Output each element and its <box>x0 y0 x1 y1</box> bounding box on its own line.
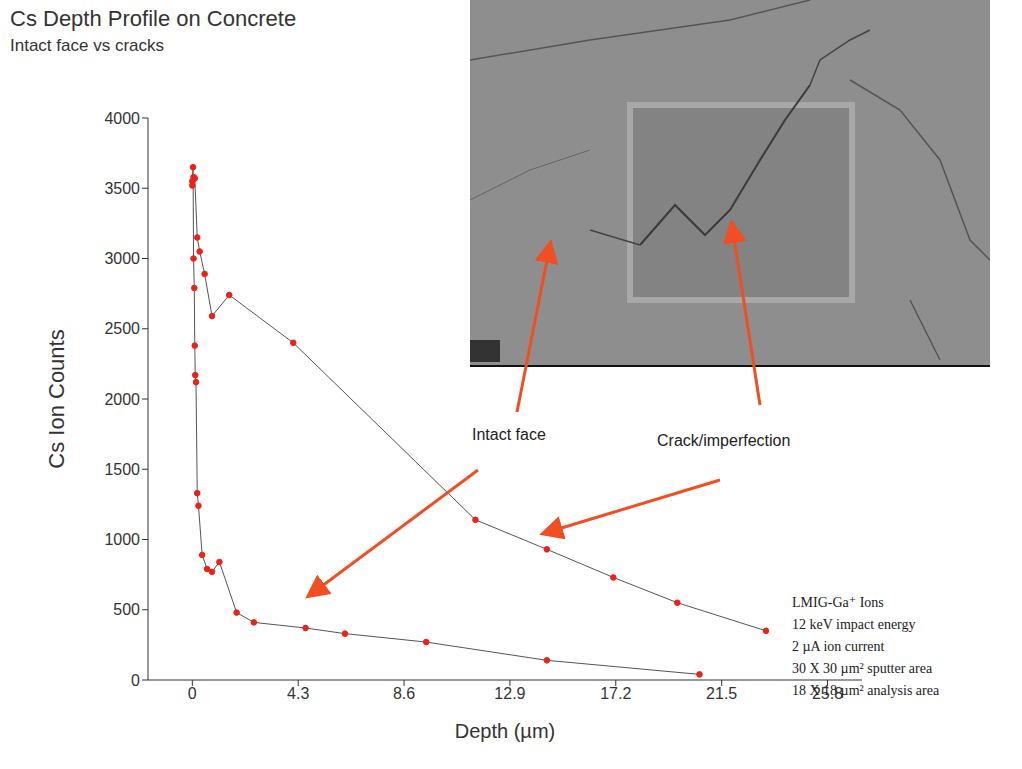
svg-text:17.2: 17.2 <box>600 685 631 702</box>
html-text:2 µA ion current: 2 µA ion current <box>792 639 885 654</box>
svg-text:21.5: 21.5 <box>706 685 737 702</box>
svg-text:0: 0 <box>131 672 140 689</box>
svg-text:2500: 2500 <box>104 320 140 337</box>
svg-text:3500: 3500 <box>104 180 140 197</box>
svg-text:Cs Ion Counts: Cs Ion Counts <box>44 329 69 468</box>
html-text:Crack/imperfection: Crack/imperfection <box>657 432 791 449</box>
svg-text:4000: 4000 <box>104 110 140 127</box>
html-text:12 keV impact energy: 12 keV impact energy <box>792 617 916 632</box>
svg-text:3000: 3000 <box>104 250 140 267</box>
html-text:30 X 30 µm² sputter area: 30 X 30 µm² sputter area <box>792 661 933 676</box>
svg-text:8.6: 8.6 <box>393 685 415 702</box>
svg-text:12.9: 12.9 <box>494 685 525 702</box>
svg-text:0: 0 <box>188 685 197 702</box>
svg-text:1500: 1500 <box>104 461 140 478</box>
svg-text:2000: 2000 <box>104 391 140 408</box>
svg-text:500: 500 <box>113 601 140 618</box>
html-text:Cs Depth Profile on Concrete: Cs Depth Profile on Concrete <box>10 6 297 31</box>
html-text:18 X 18 µm² analysis area: 18 X 18 µm² analysis area <box>792 683 940 698</box>
html-text:LMIG-Ga⁺ Ions: LMIG-Ga⁺ Ions <box>792 595 884 610</box>
svg-text:1000: 1000 <box>104 531 140 548</box>
html-text:Intact face vs cracks: Intact face vs cracks <box>10 36 164 55</box>
svg-text:4.3: 4.3 <box>287 685 309 702</box>
html-text:Intact face: Intact face <box>472 426 546 443</box>
svg-text:Depth (µm): Depth (µm) <box>455 720 555 742</box>
